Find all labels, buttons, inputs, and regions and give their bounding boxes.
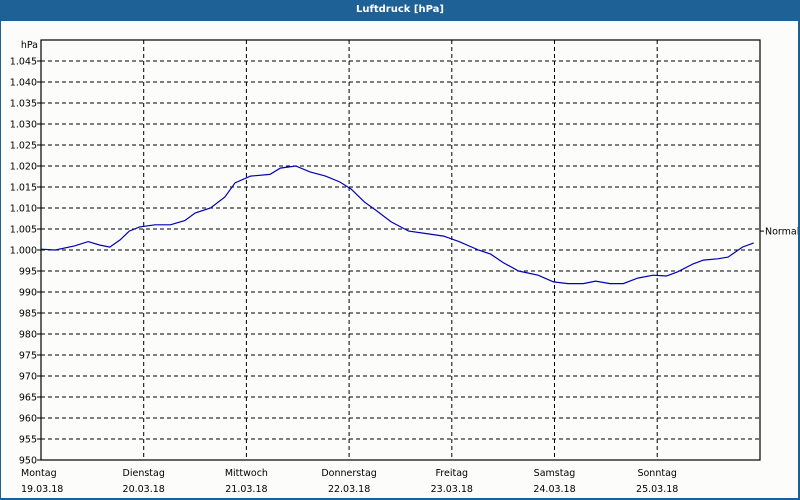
y-axis-ticks: 950 955 960 965 970 975 980 985 990 995 1.000 1.005…	[10, 57, 41, 467]
x-tick-date-label: 21.03.18	[225, 484, 267, 495]
y-tick-label: 1.010	[10, 204, 37, 215]
x-tick-date-label: 23.03.18	[431, 484, 473, 495]
y-tick-label: 960	[19, 414, 37, 425]
y-tick-label: 1.015	[10, 183, 37, 194]
x-tick-day-label: Donnerstag	[321, 468, 376, 479]
y-axis-unit-label: hPa	[21, 40, 38, 51]
y-tick-label: 995	[19, 267, 37, 278]
y-tick-label: 975	[19, 351, 37, 362]
x-tick-date-label: 20.03.18	[123, 484, 165, 495]
x-tick-date-label: 24.03.18	[533, 484, 575, 495]
x-tick-date-label: 19.03.18	[21, 484, 63, 495]
x-tick-day-label: Dienstag	[123, 468, 165, 479]
x-tick-day-label: Montag	[21, 468, 57, 479]
y-tick-label: 950	[19, 456, 37, 467]
y-tick-label: 985	[19, 309, 37, 320]
chart-canvas: 950 955 960 965 970 975 980 985 990 995 1.000 1.005…	[1, 21, 798, 498]
x-tick-day-label: Sonntag	[637, 468, 676, 479]
y-tick-label: 1.045	[10, 57, 37, 68]
normal-label: Normal	[765, 227, 798, 238]
x-tick-date-label: 25.03.18	[636, 484, 678, 495]
y-tick-label: 965	[19, 393, 37, 404]
y-tick-label: 1.005	[10, 225, 37, 236]
pressure-line	[40, 165, 754, 285]
y-tick-label: 955	[19, 435, 37, 446]
x-tick-day-label: Samstag	[534, 468, 576, 479]
y-tick-label: 1.035	[10, 99, 37, 110]
y-tick-label: 1.020	[10, 162, 37, 173]
pressure-chart: 950 955 960 965 970 975 980 985 990 995 1.000 1.005…	[10, 39, 798, 495]
x-tick-day-label: Freitag	[436, 468, 469, 479]
normal-reference-marker: Normal	[760, 227, 798, 238]
x-tick-date-label: 22.03.18	[328, 484, 370, 495]
y-tick-label: 970	[19, 372, 37, 383]
y-tick-label: 1.030	[10, 120, 37, 131]
y-tick-label: 1.025	[10, 141, 37, 152]
x-axis-ticks: Montag 19.03.18 Dienstag 20.03.18 Mittwoch 21…	[21, 468, 678, 495]
grid-lines	[41, 40, 760, 460]
y-tick-label: 1.000	[10, 246, 37, 257]
x-tick-day-label: Mittwoch	[225, 468, 268, 479]
y-tick-label: 980	[19, 330, 37, 341]
plot-frame	[40, 39, 761, 461]
chart-title: Luftdruck [hPa]	[0, 0, 800, 20]
y-tick-label: 990	[19, 288, 37, 299]
y-tick-label: 1.040	[10, 78, 37, 89]
